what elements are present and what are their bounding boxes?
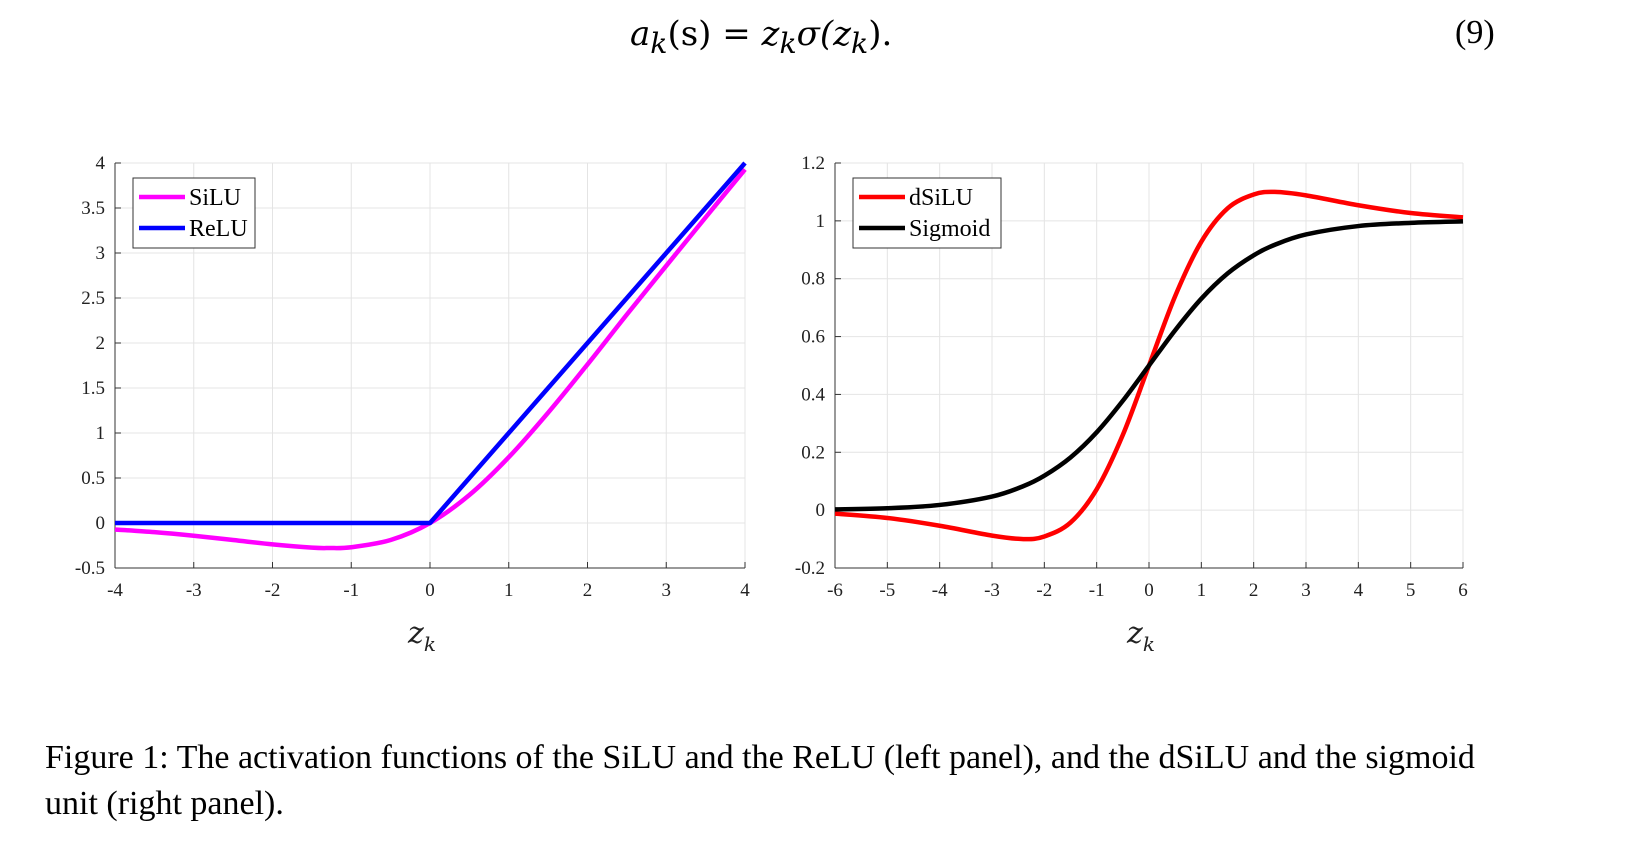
figure-caption: Figure 1: The activation functions of th… bbox=[45, 739, 1475, 822]
series-line-sigmoid bbox=[834, 219, 1464, 512]
x-tick-label: -1 bbox=[1089, 580, 1105, 601]
x-tick-label: 1 bbox=[1197, 580, 1207, 601]
legend-box bbox=[852, 177, 1002, 249]
x-tick-label: 3 bbox=[662, 580, 672, 601]
x-tick-label: 2 bbox=[583, 580, 593, 601]
equation-argument: (s) = bbox=[667, 14, 762, 54]
equation-sigma-subscript: k bbox=[851, 26, 869, 60]
legend-label-silu: SiLU bbox=[189, 185, 241, 211]
x-tick-label: -4 bbox=[932, 580, 948, 601]
series-line-silu bbox=[114, 168, 747, 551]
x-tick-label: -2 bbox=[1036, 580, 1052, 601]
y-tick-label: 0 bbox=[96, 513, 106, 534]
figure-charts: -4 -3 -2 -1 0 1 2 3 4 -0.5 0 0.5 1 1.5 2 2.5 3 3.5 4 zk SiLU… bbox=[75, 153, 1468, 656]
x-tick-label: 5 bbox=[1406, 580, 1416, 601]
x-tick-label: 1 bbox=[504, 580, 514, 601]
y-tick-label: 0.6 bbox=[801, 327, 825, 348]
x-tick-label: 3 bbox=[1301, 580, 1311, 601]
y-tick-label: 1.2 bbox=[801, 153, 825, 174]
series-line-relu bbox=[115, 161, 747, 526]
x-tick-label: -1 bbox=[343, 580, 359, 601]
x-axis-label-subscript: k bbox=[424, 632, 436, 656]
x-tick-label: 4 bbox=[1354, 580, 1364, 601]
y-tick-label: 1 bbox=[816, 211, 826, 232]
legend-box bbox=[132, 177, 256, 249]
x-tick-label: -2 bbox=[265, 580, 281, 601]
equation-rhs-subscript: k bbox=[779, 26, 797, 60]
equation-tail: ). bbox=[868, 14, 893, 54]
y-tick-label: 4 bbox=[96, 153, 106, 174]
y-tick-label: 2.5 bbox=[81, 288, 105, 309]
y-tick-label: 3 bbox=[96, 243, 106, 264]
y-tick-label: 0 bbox=[816, 500, 826, 521]
x-tick-label: 0 bbox=[1144, 580, 1154, 601]
chart-right: -6 -5 -4 -3 -2 -1 0 1 2 3 4 5 6 -0.2 0 0.2 0.4 0.6 0.8 1 1.2… bbox=[795, 153, 1468, 656]
y-tick-label: 0.8 bbox=[801, 269, 825, 290]
x-tick-label: -4 bbox=[107, 580, 123, 601]
x-tick-label: 6 bbox=[1458, 580, 1468, 601]
y-tick-label: 1 bbox=[96, 423, 106, 444]
y-tick-label: 0.5 bbox=[81, 468, 105, 489]
legend-label-sigmoid: Sigmoid bbox=[909, 216, 990, 242]
legend-right: dSiLU Sigmoid bbox=[852, 177, 1002, 249]
equation-sigma: σ(z bbox=[796, 14, 852, 54]
x-tick-label: 0 bbox=[425, 580, 435, 601]
x-tick-label: 2 bbox=[1249, 580, 1259, 601]
equation-rhs: z bbox=[761, 14, 780, 54]
x-tick-label: -6 bbox=[827, 580, 843, 601]
y-tick-label: 2 bbox=[96, 333, 106, 354]
x-tick-label: -3 bbox=[186, 580, 202, 601]
x-axis-label-subscript: k bbox=[1143, 632, 1155, 656]
x-tick-label: -3 bbox=[984, 580, 1000, 601]
equation-lhs-subscript: k bbox=[650, 26, 668, 60]
equation: ak(s) = zkσ(zk). bbox=[630, 14, 892, 60]
x-axis-label: zk bbox=[1126, 616, 1155, 656]
chart-left: -4 -3 -2 -1 0 1 2 3 4 -0.5 0 0.5 1 1.5 2 2.5 3 3.5 4 zk SiLU… bbox=[75, 153, 750, 656]
y-tick-label: 0.4 bbox=[801, 384, 825, 405]
equation-lhs: a bbox=[630, 14, 651, 54]
equation-number: (9) bbox=[1455, 14, 1495, 51]
y-tick-label: 0.2 bbox=[801, 442, 825, 463]
legend-label-relu: ReLU bbox=[189, 216, 248, 242]
legend-label-dsilu: dSiLU bbox=[909, 185, 973, 211]
x-axis-label: zk bbox=[407, 616, 436, 656]
y-tick-label: 1.5 bbox=[81, 378, 105, 399]
y-tick-label: -0.2 bbox=[795, 558, 825, 579]
y-tick-label: 3.5 bbox=[81, 198, 105, 219]
x-tick-label: -5 bbox=[879, 580, 895, 601]
y-tick-label: -0.5 bbox=[75, 558, 105, 579]
legend-left: SiLU ReLU bbox=[132, 177, 256, 249]
x-tick-label: 4 bbox=[740, 580, 750, 601]
